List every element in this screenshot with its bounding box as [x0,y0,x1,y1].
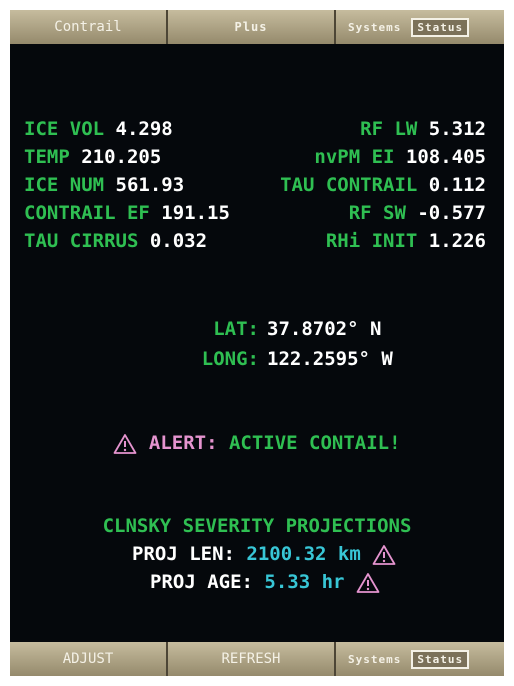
metric-row: TEMP 210.205 nvPM EI 108.405 [24,143,486,171]
longitude-label: LONG: [201,348,259,370]
bottom-action-bar: ADJUST REFRESH Systems Status [10,642,504,676]
projected-age-label: PROJ AGE: [150,571,253,593]
display-screen: Contrail Plus Systems Status ICE VOL 4.2… [10,10,504,676]
metric-left: TEMP 210.205 [24,143,161,171]
metric-label: TEMP [24,146,70,168]
metric-label: RF SW [348,202,406,224]
metric-row: TAU CIRRUS 0.032 RHi INIT 1.226 [24,227,486,255]
latitude-value: 37.8702° N [267,318,382,340]
projected-age-row: PROJ AGE: 5.33 hr [10,568,504,596]
projected-age-value: 5.33 hr [264,571,345,593]
bottom-systems-button[interactable]: Systems [348,652,402,666]
top-systems-button[interactable]: Systems [348,20,402,34]
longitude-row: LONG: 122.2595° W [10,344,504,374]
metric-value: 5.312 [428,118,486,140]
bottom-status-button[interactable]: Status [411,649,470,669]
metric-right: nvPM EI 108.405 [314,143,486,171]
tab-contrail[interactable]: Contrail [10,10,168,44]
warning-triangle-icon [372,544,396,565]
projected-length-value: 2100.32 km [246,543,361,565]
metric-value: 1.226 [428,230,486,252]
metric-left: ICE NUM 561.93 [24,171,184,199]
metric-left: TAU CIRRUS 0.032 [24,227,207,255]
metric-label: nvPM EI [314,146,395,168]
coordinates-block: LAT: 37.8702° N LONG: 122.2595° W [10,314,504,374]
latitude-row: LAT: 37.8702° N [10,314,504,344]
metric-label: ICE NUM [24,174,105,196]
metric-label: TAU CIRRUS [24,230,139,252]
metric-value: 191.15 [161,202,230,224]
metric-label: RF LW [360,118,418,140]
projections-block: CLNSKY SEVERITY PROJECTIONS PROJ LEN: 21… [10,512,504,596]
metric-value: 0.112 [428,174,486,196]
latitude-label: LAT: [213,318,259,340]
metric-right: RF SW -0.577 [349,199,486,227]
metric-row: ICE NUM 561.93 TAU CONTRAIL 0.112 [24,171,486,199]
metric-value: 4.298 [115,118,173,140]
top-tab-bar: Contrail Plus Systems Status [10,10,504,44]
metric-label: CONTRAIL EF [24,202,150,224]
metric-value: 0.032 [149,230,208,252]
tab-plus[interactable]: Plus [168,10,336,44]
top-system-status-group: Systems Status [336,10,504,44]
alert-message: ACTIVE CONTAIL! [228,432,401,454]
metric-right: RHi INIT 1.226 [326,227,486,255]
alert-label: ALERT: [148,432,218,454]
metric-row: ICE VOL 4.298 RF LW 5.312 [24,115,486,143]
metric-label: ICE VOL [24,118,105,140]
refresh-button[interactable]: REFRESH [168,642,336,676]
warning-triangle-icon [114,433,137,454]
bottom-system-status-group: Systems Status [336,642,504,676]
metric-value: 108.405 [405,146,486,168]
metric-label: RHi INIT [325,230,418,252]
warning-triangle-icon [356,572,380,593]
metric-value: 210.205 [81,146,162,168]
adjust-button[interactable]: ADJUST [10,642,168,676]
projections-title: CLNSKY SEVERITY PROJECTIONS [102,515,412,537]
metric-left: ICE VOL 4.298 [24,115,173,143]
alert-banner: ALERT: ACTIVE CONTAIL! [10,428,504,458]
metric-right: RF LW 5.312 [360,115,486,143]
projected-length-label: PROJ LEN: [132,543,235,565]
projected-length-row: PROJ LEN: 2100.32 km [10,540,504,568]
longitude-value: 122.2595° W [267,348,393,370]
metric-row: CONTRAIL EF 191.15 RF SW -0.577 [24,199,486,227]
metrics-grid: ICE VOL 4.298 RF LW 5.312 TEMP 210.205 n… [24,115,486,255]
metric-value: 561.93 [115,174,185,196]
metric-right: TAU CONTRAIL 0.112 [280,171,486,199]
metric-label: TAU CONTRAIL [280,174,418,196]
top-status-button[interactable]: Status [411,17,470,37]
metric-left: CONTRAIL EF 191.15 [24,199,230,227]
metric-value: -0.577 [417,202,486,224]
